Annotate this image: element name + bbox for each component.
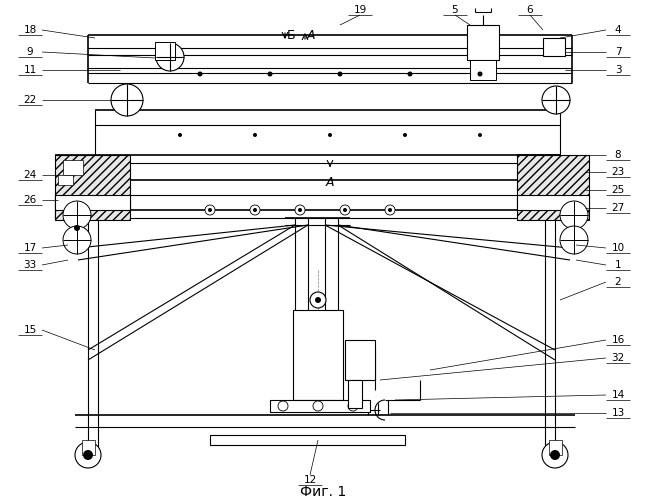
Bar bbox=[82, 440, 95, 455]
Text: 14: 14 bbox=[611, 390, 625, 400]
Circle shape bbox=[343, 208, 347, 212]
Text: 32: 32 bbox=[611, 353, 625, 363]
Bar bbox=[470, 60, 496, 80]
Circle shape bbox=[328, 133, 332, 137]
Text: Фиг. 1: Фиг. 1 bbox=[300, 485, 346, 499]
Text: 13: 13 bbox=[611, 408, 625, 418]
Text: 4: 4 bbox=[615, 25, 621, 35]
Text: 1: 1 bbox=[615, 260, 621, 270]
Bar bbox=[549, 440, 562, 455]
Text: 8: 8 bbox=[615, 150, 621, 160]
Circle shape bbox=[313, 401, 323, 411]
Circle shape bbox=[298, 208, 302, 212]
Circle shape bbox=[253, 208, 257, 212]
Bar bbox=[345, 340, 375, 380]
Circle shape bbox=[348, 401, 358, 411]
Circle shape bbox=[542, 86, 570, 114]
Text: 10: 10 bbox=[611, 243, 625, 253]
Circle shape bbox=[250, 205, 260, 215]
Text: 19: 19 bbox=[353, 5, 367, 15]
Circle shape bbox=[477, 71, 483, 76]
Circle shape bbox=[560, 226, 588, 254]
Text: 12: 12 bbox=[304, 475, 317, 485]
Circle shape bbox=[388, 208, 392, 212]
Circle shape bbox=[560, 201, 588, 229]
Circle shape bbox=[310, 292, 326, 308]
Circle shape bbox=[337, 71, 342, 76]
Bar bbox=[517, 195, 589, 210]
Bar bbox=[55, 195, 130, 210]
Text: А: А bbox=[326, 176, 334, 189]
Bar bbox=[270, 400, 370, 412]
Circle shape bbox=[278, 401, 288, 411]
Bar bbox=[467, 25, 499, 60]
Circle shape bbox=[63, 201, 91, 229]
Circle shape bbox=[408, 71, 413, 76]
Text: 7: 7 bbox=[615, 47, 621, 57]
Circle shape bbox=[550, 450, 560, 460]
Circle shape bbox=[542, 442, 568, 468]
Text: А: А bbox=[307, 28, 315, 41]
Circle shape bbox=[74, 225, 80, 231]
Circle shape bbox=[156, 43, 184, 71]
Circle shape bbox=[295, 205, 305, 215]
Bar bbox=[55, 155, 130, 220]
Text: 33: 33 bbox=[23, 260, 37, 270]
Bar bbox=[210, 435, 405, 445]
Circle shape bbox=[63, 226, 91, 254]
Text: 16: 16 bbox=[611, 335, 625, 345]
Circle shape bbox=[75, 442, 101, 468]
Text: 3: 3 bbox=[615, 65, 621, 75]
Circle shape bbox=[478, 133, 482, 137]
Text: 9: 9 bbox=[26, 47, 34, 57]
Text: 22: 22 bbox=[23, 95, 37, 105]
Bar bbox=[155, 42, 175, 60]
Circle shape bbox=[385, 205, 395, 215]
Circle shape bbox=[205, 205, 215, 215]
Circle shape bbox=[315, 297, 321, 303]
Bar bbox=[348, 380, 362, 408]
Text: 6: 6 bbox=[526, 5, 534, 15]
Bar bbox=[58, 175, 73, 185]
Text: 26: 26 bbox=[23, 195, 37, 205]
Circle shape bbox=[198, 71, 202, 76]
Text: 27: 27 bbox=[611, 203, 625, 213]
Text: Б: Б bbox=[287, 28, 295, 41]
Circle shape bbox=[208, 208, 212, 212]
Text: 17: 17 bbox=[23, 243, 37, 253]
Circle shape bbox=[83, 450, 93, 460]
Circle shape bbox=[178, 133, 182, 137]
Circle shape bbox=[403, 133, 407, 137]
Circle shape bbox=[111, 84, 143, 116]
Circle shape bbox=[253, 133, 257, 137]
Bar bbox=[543, 38, 565, 56]
Circle shape bbox=[340, 205, 350, 215]
Text: 23: 23 bbox=[611, 167, 625, 177]
Text: 25: 25 bbox=[611, 185, 625, 195]
Text: 2: 2 bbox=[615, 277, 621, 287]
Text: 15: 15 bbox=[23, 325, 37, 335]
Text: 11: 11 bbox=[23, 65, 37, 75]
Text: 18: 18 bbox=[23, 25, 37, 35]
Bar bbox=[293, 310, 343, 400]
Bar bbox=[517, 155, 589, 220]
Bar bbox=[63, 160, 83, 175]
Text: 24: 24 bbox=[23, 170, 37, 180]
Text: 5: 5 bbox=[452, 5, 458, 15]
Circle shape bbox=[267, 71, 273, 76]
